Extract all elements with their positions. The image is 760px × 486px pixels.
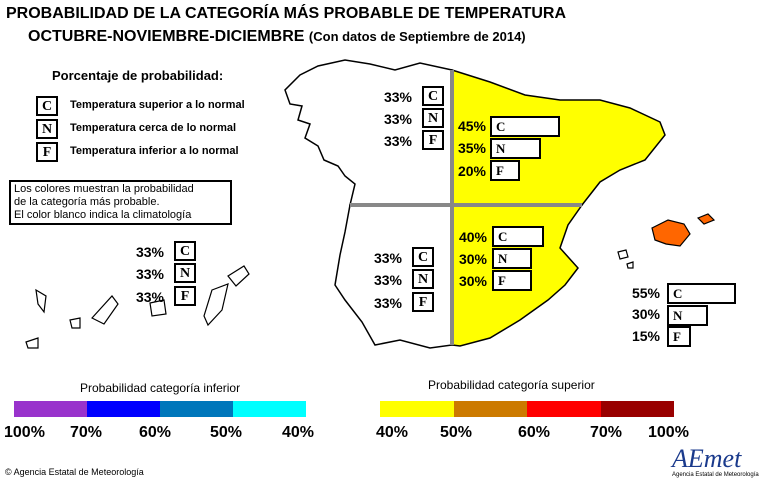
aemet-logo-caption: Agencia Estatal de Meteorología bbox=[672, 472, 759, 478]
scale-inferior-tick-3: 60% bbox=[139, 424, 172, 441]
can-code-c: C bbox=[174, 241, 196, 261]
can-pct-f: 33% bbox=[135, 289, 164, 305]
can-pct-n: 33% bbox=[135, 266, 164, 282]
baleares-mallorca bbox=[651, 219, 691, 247]
canarias-el-hierro bbox=[25, 337, 39, 349]
scale-superior-swatch-4 bbox=[600, 401, 674, 417]
canarias-la-gomera bbox=[69, 317, 81, 329]
ne-bar-c: C bbox=[490, 116, 560, 137]
copyright-text: © Agencia Estatal de Meteorología bbox=[5, 467, 144, 477]
legend-label-f: Temperatura inferior a lo normal bbox=[70, 145, 239, 157]
map-title: PROBABILIDAD DE LA CATEGORÍA MÁS PROBABL… bbox=[6, 5, 566, 22]
scale-superior-swatch-1 bbox=[380, 401, 454, 417]
bal-pct-n: 30% bbox=[631, 306, 660, 322]
scale-inferior-tick-5: 40% bbox=[282, 424, 315, 441]
aemet-logo: AEmet Agencia Estatal de Meteorología bbox=[672, 444, 759, 484]
scale-inferior-tick-4: 50% bbox=[210, 424, 243, 441]
scale-inferior-bar bbox=[14, 401, 306, 417]
ne-bar-f: F bbox=[490, 160, 520, 181]
color-note: Los colores muestran la probabilidad de … bbox=[9, 180, 232, 225]
can-code-n: N bbox=[174, 263, 196, 283]
canarias-fuerteventura bbox=[203, 283, 229, 327]
scale-superior-bar bbox=[380, 401, 674, 417]
color-note-line-2: de la categoría más probable. bbox=[14, 196, 160, 208]
scale-inferior-swatch-3 bbox=[160, 401, 233, 417]
bal-pct-f: 15% bbox=[631, 328, 660, 344]
scale-inferior-title: Probabilidad categoría inferior bbox=[80, 381, 241, 395]
bal-bar-f: F bbox=[667, 326, 691, 347]
legend-label-c: Temperatura superior a lo normal bbox=[70, 99, 245, 111]
ne-pct-c: 45% bbox=[457, 118, 486, 134]
sw-pct-n: 33% bbox=[373, 272, 402, 288]
sw-pct-c: 33% bbox=[373, 250, 402, 266]
bal-bar-n: N bbox=[667, 305, 708, 326]
nw-code-n: N bbox=[422, 108, 444, 128]
scale-inferior-swatch-1 bbox=[14, 401, 87, 417]
sw-pct-f: 33% bbox=[373, 295, 402, 311]
scale-superior-swatch-3 bbox=[527, 401, 601, 417]
ne-pct-n: 35% bbox=[457, 140, 486, 156]
color-note-line-3: El color blanco indica la climatología bbox=[14, 209, 192, 221]
baleares-ibiza bbox=[617, 249, 629, 260]
baleares-formentera bbox=[626, 261, 634, 269]
period-title: OCTUBRE-NOVIEMBRE-DICIEMBRE (Con datos d… bbox=[28, 28, 526, 46]
legend-label-n: Temperatura cerca de lo normal bbox=[70, 122, 237, 134]
scale-superior-tick-2: 50% bbox=[440, 424, 473, 441]
legend-code-f: F bbox=[36, 142, 58, 162]
data-note: (Con datos de Septiembre de 2014) bbox=[308, 29, 526, 44]
aemet-logo-text: AEmet bbox=[672, 444, 742, 473]
scale-superior-tick-3: 60% bbox=[518, 424, 551, 441]
canarias-lanzarote bbox=[227, 265, 250, 287]
nw-code-f: F bbox=[422, 130, 444, 150]
ne-bar-n: N bbox=[490, 138, 541, 159]
nw-pct-f: 33% bbox=[383, 133, 412, 149]
scale-inferior-tick-2: 70% bbox=[70, 424, 103, 441]
sw-code-n: N bbox=[412, 269, 434, 289]
canarias-tenerife bbox=[91, 295, 119, 325]
scale-inferior-tick-1: 100% bbox=[4, 424, 45, 441]
se-bar-c: C bbox=[492, 226, 544, 247]
baleares-menorca bbox=[696, 213, 716, 225]
can-pct-c: 33% bbox=[135, 244, 164, 260]
sw-code-f: F bbox=[412, 292, 434, 312]
bal-bar-c: C bbox=[667, 283, 736, 304]
ne-pct-f: 20% bbox=[457, 163, 486, 179]
scale-inferior-swatch-4 bbox=[233, 401, 306, 417]
nw-pct-n: 33% bbox=[383, 111, 412, 127]
se-bar-f: F bbox=[492, 270, 532, 291]
canarias-la-palma bbox=[35, 288, 47, 314]
sw-code-c: C bbox=[412, 247, 434, 267]
nw-pct-c: 33% bbox=[383, 89, 412, 105]
legend-code-n: N bbox=[36, 119, 58, 139]
region-northeast bbox=[451, 68, 666, 206]
can-code-f: F bbox=[174, 286, 196, 306]
scale-inferior-swatch-2 bbox=[87, 401, 160, 417]
nw-code-c: C bbox=[422, 86, 444, 106]
scale-superior-tick-1: 40% bbox=[376, 424, 409, 441]
scale-superior-tick-5: 100% bbox=[648, 424, 689, 441]
period-label: OCTUBRE-NOVIEMBRE-DICIEMBRE bbox=[28, 28, 305, 45]
color-note-line-1: Los colores muestran la probabilidad bbox=[14, 183, 194, 195]
legend-code-c: C bbox=[36, 96, 58, 116]
se-bar-n: N bbox=[492, 248, 532, 269]
scale-superior-tick-4: 70% bbox=[590, 424, 623, 441]
se-pct-n: 30% bbox=[458, 251, 487, 267]
scale-superior-swatch-2 bbox=[453, 401, 527, 417]
scale-superior-title: Probabilidad categoría superior bbox=[428, 378, 595, 392]
se-pct-c: 40% bbox=[458, 229, 487, 245]
legend-heading: Porcentaje de probabilidad: bbox=[52, 68, 224, 83]
bal-pct-c: 55% bbox=[631, 285, 660, 301]
region-northwest bbox=[284, 59, 453, 206]
se-pct-f: 30% bbox=[458, 273, 487, 289]
canarias-gran-canaria bbox=[149, 299, 167, 317]
